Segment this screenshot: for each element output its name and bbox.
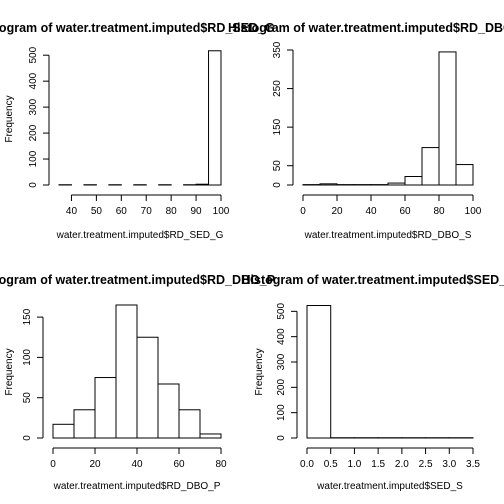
x-tick-label: 60 (173, 459, 185, 470)
y-tick-label: 300 (28, 98, 39, 115)
x-tick-label: 3.5 (466, 459, 480, 470)
histogram-bar (116, 305, 137, 438)
x-tick-label: 100 (465, 206, 482, 217)
histogram-panel-3: Histogram of water.treatment.imputed$RD_… (0, 273, 275, 492)
y-tick-label: 500 (28, 46, 39, 63)
y-tick-label: 350 (272, 41, 283, 58)
histogram-bar (307, 306, 331, 438)
x-tick-label: 20 (331, 206, 343, 217)
x-tick-label: 1.0 (347, 459, 361, 470)
x-tick-label: 3.0 (442, 459, 456, 470)
y-axis-label: Frequency (4, 348, 15, 395)
histogram-bar (179, 410, 200, 438)
histogram-panel-2: Histogram of water.treatment.imputed$RD_… (228, 21, 504, 241)
y-tick-label: 0 (28, 182, 39, 188)
y-tick-label: 0 (276, 435, 287, 441)
histogram-bar (422, 148, 439, 185)
x-tick-label: 2.0 (395, 459, 409, 470)
y-tick-label: 400 (28, 72, 39, 89)
histogram-bar (200, 434, 221, 438)
histogram-bar (74, 410, 95, 438)
histogram-bar (158, 384, 179, 438)
y-tick-label: 50 (272, 160, 283, 172)
x-tick-label: 0.0 (300, 459, 314, 470)
x-tick-label: 70 (141, 206, 153, 217)
histogram-panel-4: Histogram of water.treatment.imputed$SED… (242, 273, 504, 492)
y-tick-label: 50 (22, 392, 33, 404)
y-tick-label: 250 (272, 80, 283, 97)
histogram-bar (456, 165, 473, 185)
y-tick-label: 150 (272, 118, 283, 135)
histogram-bar (137, 337, 158, 438)
x-axis-label: water.treatment.imputed$RD_DBO_P (53, 481, 221, 492)
histogram-bar (388, 183, 405, 185)
y-tick-label: 100 (22, 349, 33, 366)
x-tick-label: 90 (191, 206, 203, 217)
chart-title: Histogram of water.treatment.imputed$RD_… (0, 273, 275, 287)
histogram-bar (405, 177, 422, 185)
y-tick-label: 100 (276, 404, 287, 421)
histogram-bar (209, 51, 221, 185)
y-axis-label: Frequency (254, 348, 265, 395)
chart-title: Histogram of water.treatment.imputed$SED… (242, 273, 504, 287)
y-axis-label: Frequency (4, 95, 15, 142)
y-tick-label: 300 (276, 353, 287, 370)
chart-title: Histogram of water.treatment.imputed$RD_… (228, 21, 504, 35)
x-tick-label: 60 (399, 206, 411, 217)
histogram-bar (95, 378, 116, 438)
x-tick-label: 50 (91, 206, 103, 217)
x-tick-label: 2.5 (419, 459, 433, 470)
y-tick-label: 0 (272, 182, 283, 188)
histogram-panel-1: Histogram of water.treatment.imputed$RD_… (0, 21, 275, 241)
y-tick-label: 200 (276, 379, 287, 396)
x-tick-label: 0.5 (324, 459, 338, 470)
x-tick-label: 40 (66, 206, 78, 217)
x-tick-label: 0 (50, 459, 56, 470)
y-tick-label: 100 (28, 150, 39, 167)
y-tick-label: 400 (276, 328, 287, 345)
x-tick-label: 0 (300, 206, 306, 217)
x-tick-label: 40 (365, 206, 377, 217)
x-axis-label: water.treatment.imputed$SED_S (316, 481, 463, 492)
y-tick-label: 500 (276, 303, 287, 320)
histogram-bar (320, 184, 337, 185)
x-tick-label: 80 (433, 206, 445, 217)
y-tick-label: 0 (22, 435, 33, 441)
x-tick-label: 60 (116, 206, 128, 217)
x-tick-label: 80 (166, 206, 178, 217)
x-tick-label: 40 (131, 459, 143, 470)
x-tick-label: 100 (213, 206, 230, 217)
y-tick-label: 200 (28, 124, 39, 141)
x-tick-label: 1.5 (371, 459, 385, 470)
x-axis-label: water.treatment.imputed$RD_DBO_S (304, 230, 472, 241)
histogram-bar (196, 184, 208, 185)
x-tick-label: 20 (89, 459, 101, 470)
histogram-bar (439, 52, 456, 185)
y-tick-label: 150 (22, 308, 33, 325)
x-tick-label: 80 (215, 459, 227, 470)
histogram-bar (53, 424, 74, 438)
x-axis-label: water.treatment.imputed$RD_SED_G (56, 230, 224, 241)
